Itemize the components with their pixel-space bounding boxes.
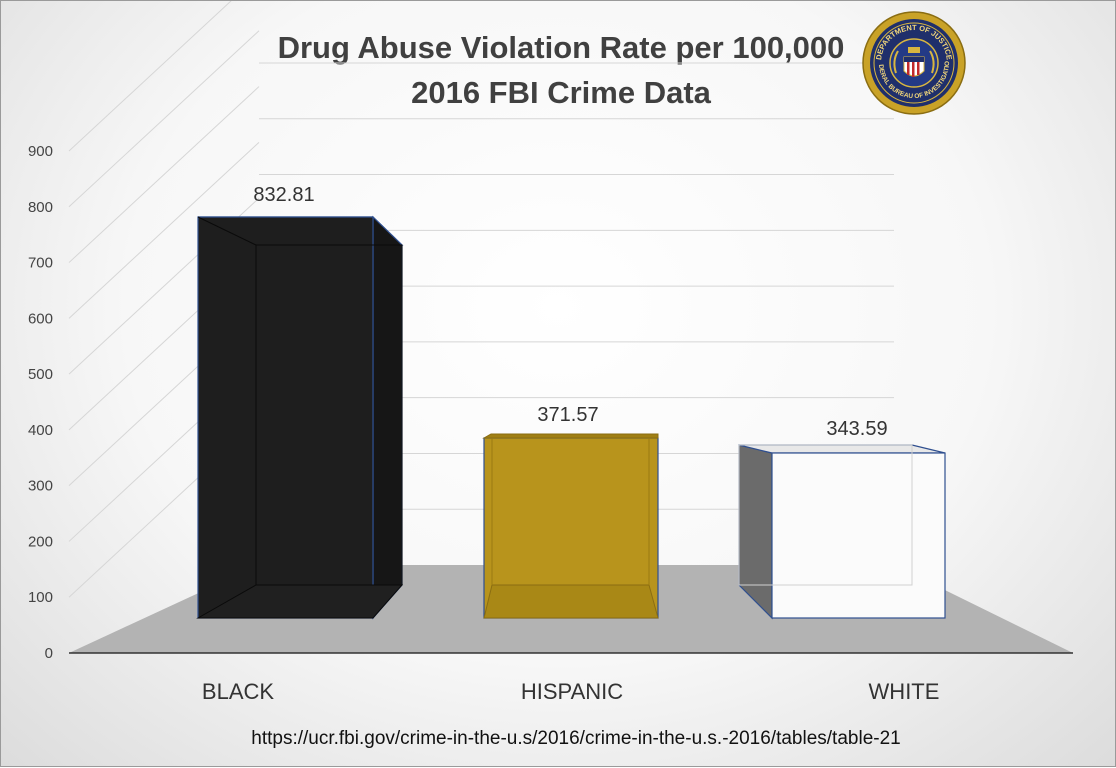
y-tick-label: 800 [28, 199, 53, 216]
bar-hispanic [482, 433, 659, 619]
source-url: https://ucr.fbi.gov/crime-in-the-u.s/201… [251, 728, 901, 749]
y-tick-label: 0 [45, 645, 53, 662]
gridline-side [68, 141, 260, 319]
y-tick-label: 500 [28, 366, 53, 383]
fbi-seal-icon: DEPARTMENT OF JUSTICE FEDERAL BUREAU OF … [862, 11, 966, 115]
bar-black [196, 215, 404, 620]
y-tick-label: 300 [28, 478, 53, 495]
chart-title-line1: Drug Abuse Violation Rate per 100,000 [277, 30, 845, 65]
bars: 832.81 371.57 343.59 [196, 184, 946, 620]
y-tick-label: 400 [28, 422, 53, 439]
gridline-side [68, 1, 232, 152]
y-axis-ticks: 0 100 200 300 400 500 600 700 800 900 [28, 143, 53, 662]
y-tick-label: 900 [28, 143, 53, 160]
category-label-hispanic: HISPANIC [521, 679, 623, 704]
y-tick-label: 600 [28, 310, 53, 327]
bar-white [738, 444, 946, 620]
data-label-white: 343.59 [826, 418, 887, 440]
y-tick-label: 200 [28, 533, 53, 550]
data-label-black: 832.81 [253, 184, 314, 206]
y-tick-label: 700 [28, 255, 53, 272]
category-labels: BLACK HISPANIC WHITE [202, 679, 940, 704]
category-label-white: WHITE [869, 679, 940, 704]
category-label-black: BLACK [202, 679, 274, 704]
gridline-side [68, 30, 260, 208]
chart-title-line2: 2016 FBI Crime Data [411, 75, 711, 110]
y-tick-label: 100 [28, 589, 53, 606]
gridline-side [68, 86, 260, 263]
data-label-hispanic: 371.57 [537, 404, 598, 426]
